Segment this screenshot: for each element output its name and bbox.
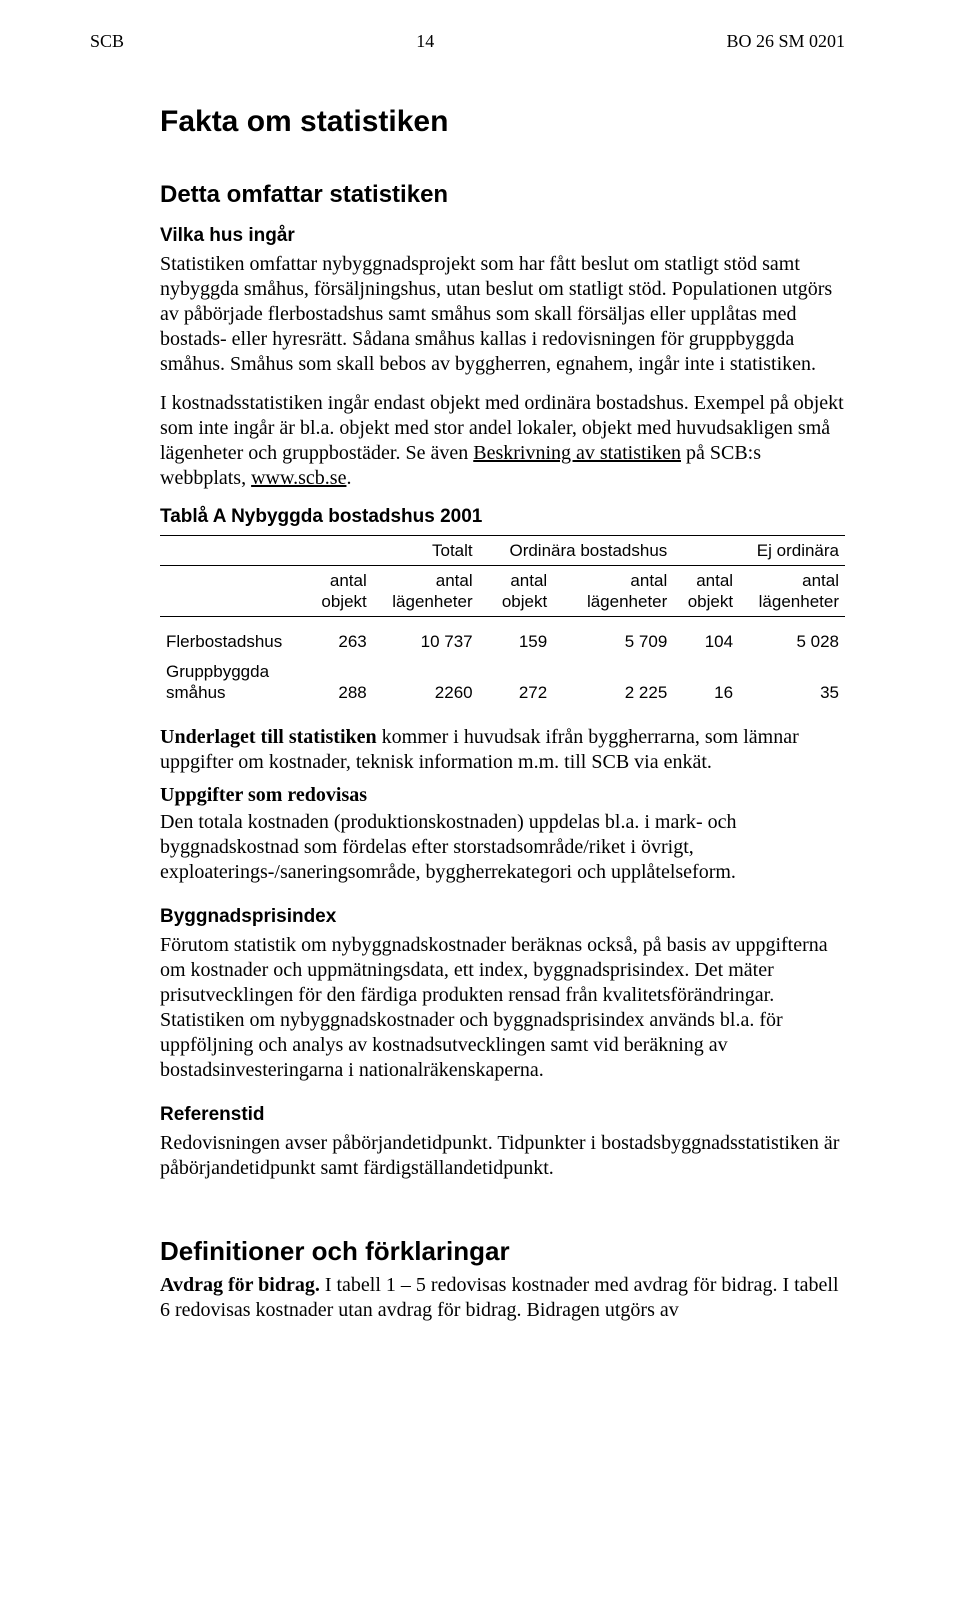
- link-text[interactable]: www.scb.se: [251, 467, 346, 489]
- bold-run: Avdrag för bidrag.: [160, 1274, 320, 1296]
- text-run: .: [346, 467, 351, 489]
- paragraph: Statistiken omfattar nybyggnadsprojekt s…: [160, 252, 845, 377]
- table-header-cell: Ordinära bostadshus: [479, 535, 674, 565]
- paragraph: Redovisningen avser påbörjandetidpunkt. …: [160, 1131, 845, 1181]
- table-header-cell: [160, 565, 307, 617]
- table-cell: 35: [739, 657, 845, 708]
- table-cell: 16: [673, 657, 739, 708]
- table-cell: 5 028: [739, 617, 845, 657]
- table-cell: 2260: [373, 657, 479, 708]
- table-cell: 272: [479, 657, 554, 708]
- table-row: Gruppbyggda småhus 288 2260 272 2 225 16…: [160, 657, 845, 708]
- section-heading: Definitioner och förklaringar: [160, 1235, 845, 1268]
- table-header-cell: antal lägenheter: [373, 565, 479, 617]
- table-header-cell: antal objekt: [479, 565, 554, 617]
- data-table: Totalt Ordinära bostadshus Ej ordinära a…: [160, 535, 845, 708]
- table-header-cell: antal objekt: [673, 565, 739, 617]
- table-header-cell: antal lägenheter: [553, 565, 673, 617]
- paragraph: Avdrag för bidrag. I tabell 1 – 5 redovi…: [160, 1273, 845, 1323]
- page-header: SCB 14 BO 26 SM 0201: [90, 30, 845, 53]
- table-header-cell: antal objekt: [307, 565, 373, 617]
- table-cell: 159: [479, 617, 554, 657]
- header-left: SCB: [90, 30, 124, 53]
- paragraph: Förutom statistik om nybyggnadskostnader…: [160, 933, 845, 1083]
- table-header-cell: Ej ordinära: [673, 535, 845, 565]
- table-cell: 5 709: [553, 617, 673, 657]
- subsection-heading: Referenstid: [160, 1103, 845, 1127]
- header-right: BO 26 SM 0201: [726, 30, 845, 53]
- paragraph: I kostnadsstatistiken ingår endast objek…: [160, 391, 845, 491]
- spacer: [160, 1195, 845, 1235]
- table-group-header-row: Totalt Ordinära bostadshus Ej ordinära: [160, 535, 845, 565]
- table-header-cell: Totalt: [307, 535, 479, 565]
- bold-run: Underlaget till statistiken: [160, 726, 377, 748]
- table-cell: 10 737: [373, 617, 479, 657]
- table-header-cell: antal lägenheter: [739, 565, 845, 617]
- table-header-cell: [160, 535, 307, 565]
- table-cell: 288: [307, 657, 373, 708]
- table-cell: Flerbostadshus: [160, 617, 307, 657]
- paragraph-bold: Uppgifter som redovisas: [160, 783, 845, 808]
- table-caption: Tablå A Nybyggda bostadshus 2001: [160, 505, 845, 529]
- section-heading: Detta omfattar statistiken: [160, 180, 845, 210]
- table-cell: 2 225: [553, 657, 673, 708]
- table-row: Flerbostadshus 263 10 737 159 5 709 104 …: [160, 617, 845, 657]
- subsection-heading: Byggnadsprisindex: [160, 905, 845, 929]
- table-sub-header-row: antal objekt antal lägenheter antal obje…: [160, 565, 845, 617]
- page-title: Fakta om statistiken: [160, 103, 845, 141]
- link-text[interactable]: Beskrivning av statistiken: [473, 442, 681, 464]
- document-page: SCB 14 BO 26 SM 0201 Fakta om statistike…: [0, 0, 960, 1397]
- subsection-heading: Vilka hus ingår: [160, 224, 845, 248]
- table-cell: Gruppbyggda småhus: [160, 657, 307, 708]
- table-cell: 104: [673, 617, 739, 657]
- header-center: 14: [416, 30, 434, 53]
- table-cell: 263: [307, 617, 373, 657]
- paragraph: Den totala kostnaden (produktionskostnad…: [160, 810, 845, 885]
- paragraph: Underlaget till statistiken kommer i huv…: [160, 725, 845, 775]
